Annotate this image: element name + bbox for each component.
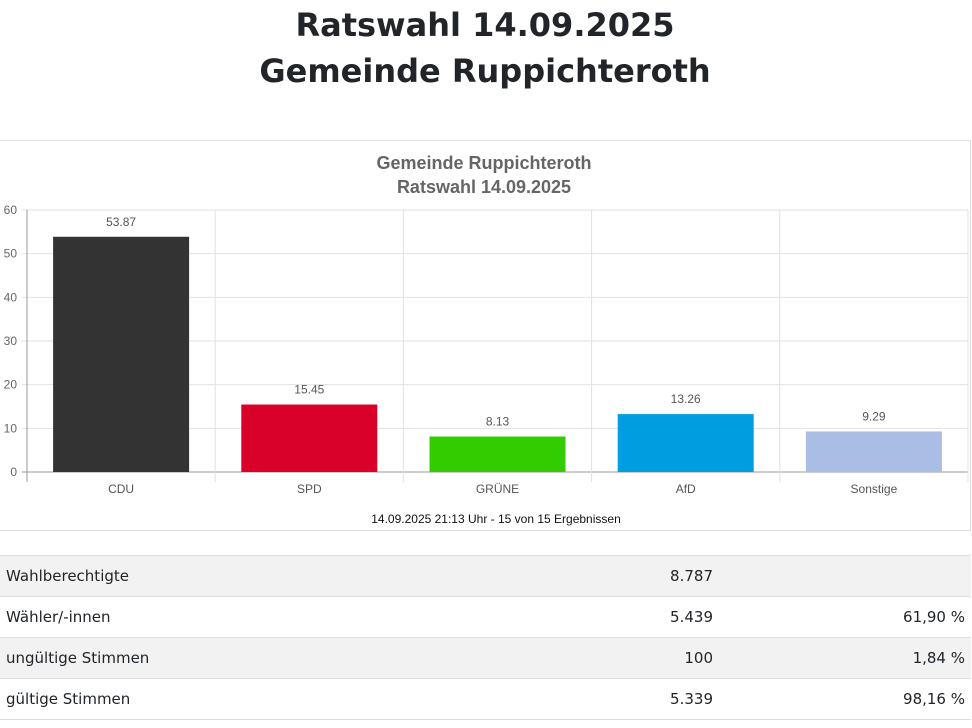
x-tick-label: GRÜNE bbox=[476, 482, 519, 496]
stat-value: 5.439 bbox=[557, 596, 719, 638]
data-label: 9.29 bbox=[862, 409, 886, 423]
chart-container: Gemeinde Ruppichteroth Ratswahl 14.09.202… bbox=[0, 140, 971, 531]
stat-label: gültige Stimmen bbox=[0, 678, 557, 720]
x-tick-label: CDU bbox=[108, 482, 134, 496]
stat-percent: 61,90 % bbox=[719, 596, 971, 638]
table-row: Wahlberechtigte 8.787 bbox=[0, 555, 971, 597]
bar-chart: Gemeinde Ruppichteroth Ratswahl 14.09.202… bbox=[4, 153, 969, 526]
table-row: Wähler/-innen 5.439 61,90 % bbox=[0, 596, 971, 638]
chart-footer: 14.09.2025 21:13 Uhr - 15 von 15 Ergebni… bbox=[371, 512, 621, 526]
stat-value: 5.339 bbox=[557, 678, 719, 720]
y-tick-label: 30 bbox=[4, 334, 18, 348]
bar-sonstige bbox=[805, 431, 942, 472]
title-line-2: Gemeinde Ruppichteroth bbox=[259, 52, 711, 90]
y-tick-label: 0 bbox=[10, 465, 17, 479]
x-tick-label: SPD bbox=[297, 482, 322, 496]
data-label: 53.87 bbox=[106, 215, 136, 229]
bar-spd bbox=[241, 404, 378, 472]
data-label: 8.13 bbox=[486, 414, 510, 428]
stat-value: 8.787 bbox=[557, 555, 719, 597]
y-tick-label: 60 bbox=[4, 203, 18, 217]
y-tick-label: 40 bbox=[4, 290, 18, 304]
table-row: ungültige Stimmen 100 1,84 % bbox=[0, 637, 971, 679]
stat-percent: 1,84 % bbox=[719, 637, 971, 679]
bar-afd bbox=[617, 414, 754, 472]
stat-value: 100 bbox=[557, 637, 719, 679]
stat-label: ungültige Stimmen bbox=[0, 637, 557, 679]
y-tick-label: 50 bbox=[4, 247, 18, 261]
chart-subtitle: Ratswahl 14.09.2025 bbox=[397, 177, 571, 197]
data-label: 15.45 bbox=[294, 383, 324, 397]
y-tick-label: 10 bbox=[4, 421, 18, 435]
page-title: Ratswahl 14.09.2025 Gemeinde Ruppichterot… bbox=[0, 2, 970, 94]
x-tick-label: AfD bbox=[676, 482, 696, 496]
x-tick-label: Sonstige bbox=[851, 482, 898, 496]
stat-percent bbox=[719, 555, 971, 597]
stat-percent: 98,16 % bbox=[719, 678, 971, 720]
data-label: 13.26 bbox=[671, 392, 701, 406]
title-line-1: Ratswahl 14.09.2025 bbox=[295, 6, 675, 44]
chart-title: Gemeinde Ruppichteroth bbox=[376, 153, 591, 173]
stats-table: Wahlberechtigte 8.787 Wähler/-innen 5.439 61… bbox=[0, 555, 971, 720]
table-row: gültige Stimmen 5.339 98,16 % bbox=[0, 678, 971, 720]
bar-grüne bbox=[429, 436, 566, 472]
stat-label: Wähler/-innen bbox=[0, 596, 557, 638]
stat-label: Wahlberechtigte bbox=[0, 555, 557, 597]
y-tick-label: 20 bbox=[4, 378, 18, 392]
bar-cdu bbox=[53, 236, 190, 472]
